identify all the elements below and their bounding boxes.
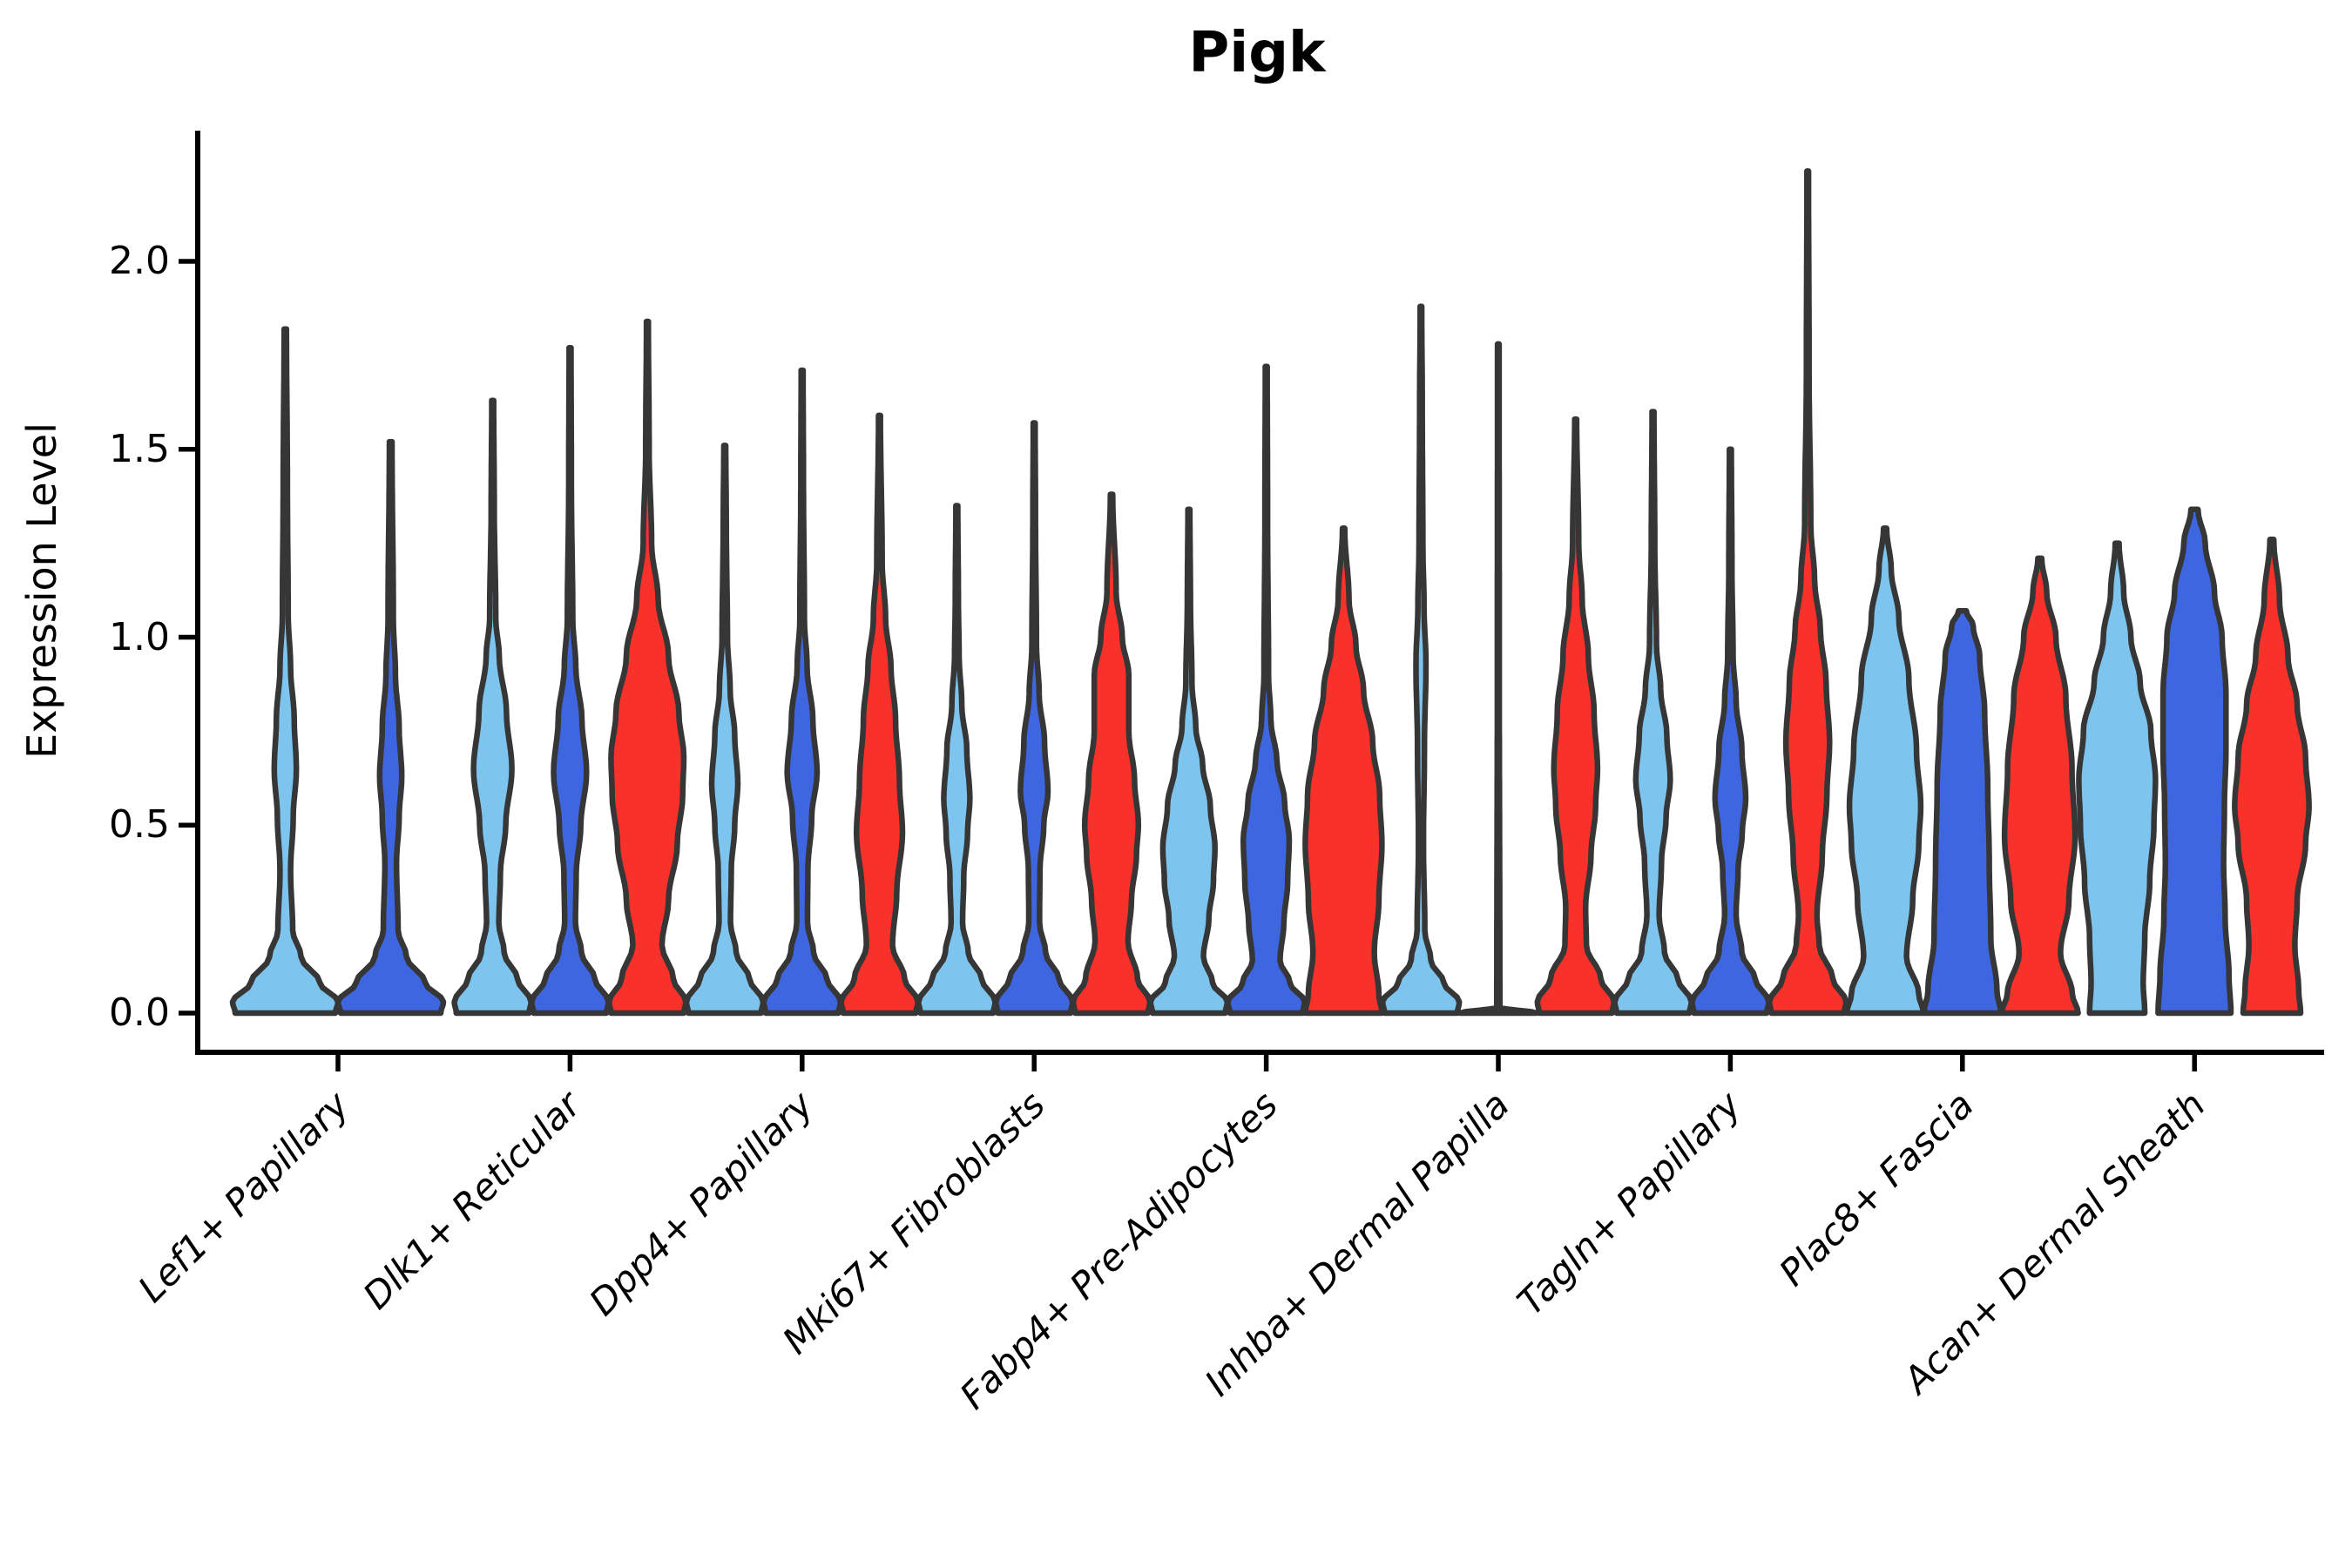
violin xyxy=(229,326,341,1017)
violin xyxy=(1612,409,1694,1017)
violin xyxy=(1456,341,1540,1017)
violin xyxy=(683,443,767,1017)
violin xyxy=(1689,446,1772,1017)
violin xyxy=(335,438,447,1017)
violin xyxy=(2076,540,2159,1017)
y-tick-label: 1.5 xyxy=(109,426,170,471)
y-tick-label: 2.0 xyxy=(109,239,170,283)
violin xyxy=(1534,416,1618,1017)
violin xyxy=(838,412,921,1017)
violin xyxy=(451,397,534,1017)
y-axis-label: Expression Level xyxy=(18,422,65,759)
violin xyxy=(1379,303,1463,1017)
violin xyxy=(1766,168,1849,1017)
violin xyxy=(1921,608,2004,1017)
violin xyxy=(1225,363,1308,1017)
violin xyxy=(605,318,689,1017)
violin xyxy=(2155,506,2234,1017)
violin xyxy=(992,420,1076,1017)
violin xyxy=(1302,525,1385,1017)
chart-title: Pigk xyxy=(1188,21,1326,85)
violin xyxy=(1147,506,1231,1017)
y-tick-label: 0.5 xyxy=(109,802,170,848)
violin xyxy=(1843,525,1927,1017)
violin xyxy=(1998,555,2081,1017)
violin xyxy=(529,344,612,1017)
y-tick-label: 0.0 xyxy=(109,990,170,1035)
violin xyxy=(1070,491,1153,1017)
violin xyxy=(760,367,844,1017)
violin xyxy=(2232,537,2312,1017)
y-tick-label: 1.0 xyxy=(109,614,170,659)
violin xyxy=(916,503,998,1017)
